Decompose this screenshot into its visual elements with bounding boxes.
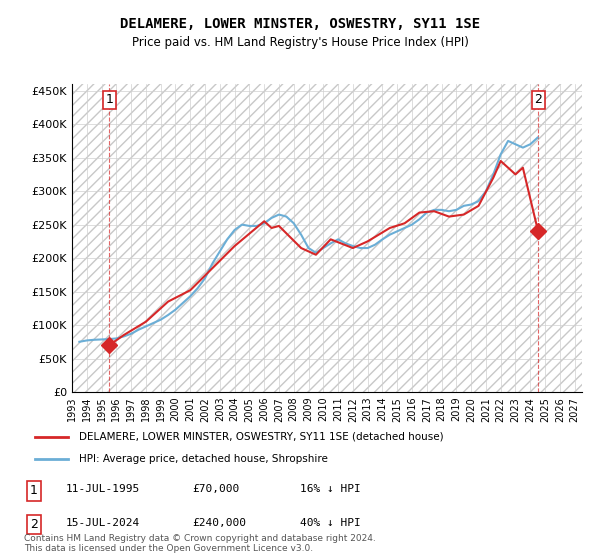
Text: 11-JUL-1995: 11-JUL-1995 xyxy=(66,484,140,494)
Text: 2: 2 xyxy=(30,518,38,531)
Text: Price paid vs. HM Land Registry's House Price Index (HPI): Price paid vs. HM Land Registry's House … xyxy=(131,36,469,49)
Text: DELAMERE, LOWER MINSTER, OSWESTRY, SY11 1SE (detached house): DELAMERE, LOWER MINSTER, OSWESTRY, SY11 … xyxy=(79,432,444,442)
Text: 1: 1 xyxy=(30,484,38,497)
Text: 2: 2 xyxy=(534,93,542,106)
Text: £240,000: £240,000 xyxy=(192,518,246,528)
Text: 1: 1 xyxy=(106,93,113,106)
Text: £70,000: £70,000 xyxy=(192,484,239,494)
Text: DELAMERE, LOWER MINSTER, OSWESTRY, SY11 1SE: DELAMERE, LOWER MINSTER, OSWESTRY, SY11 … xyxy=(120,17,480,31)
Text: 40% ↓ HPI: 40% ↓ HPI xyxy=(300,518,361,528)
Text: HPI: Average price, detached house, Shropshire: HPI: Average price, detached house, Shro… xyxy=(79,454,328,464)
Text: 15-JUL-2024: 15-JUL-2024 xyxy=(66,518,140,528)
Text: 16% ↓ HPI: 16% ↓ HPI xyxy=(300,484,361,494)
Text: Contains HM Land Registry data © Crown copyright and database right 2024.
This d: Contains HM Land Registry data © Crown c… xyxy=(24,534,376,553)
